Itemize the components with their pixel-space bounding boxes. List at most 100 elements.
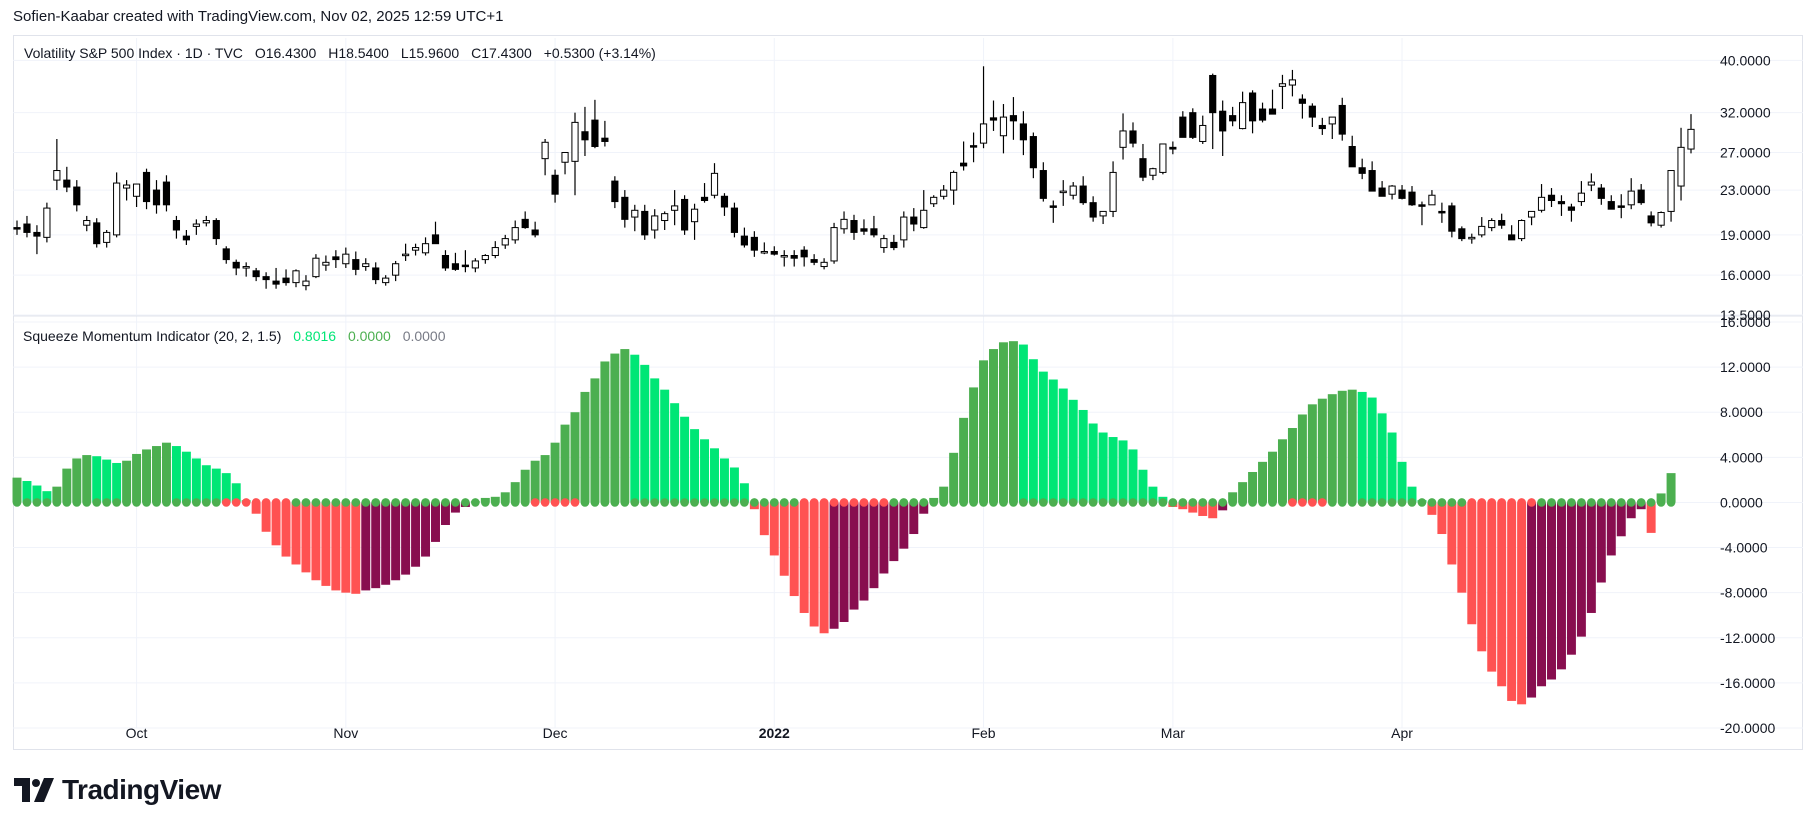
candle-down [1318,124,1326,130]
candle-up [1518,220,1526,240]
squeeze-dot [341,498,351,507]
squeeze-dot [610,498,620,507]
candle-up [1687,128,1695,150]
momentum-bar [1387,432,1397,503]
symbol-label[interactable]: Volatility S&P 500 Index · 1D · TVC [24,45,243,61]
momentum-bar [92,456,102,503]
candle-down [1637,189,1645,204]
momentum-bar [1547,502,1556,680]
squeeze-dot [441,498,450,507]
momentum-bar [1437,502,1447,535]
squeeze-dot [630,498,640,507]
momentum-bar [1138,469,1148,503]
momentum-bar [122,460,132,503]
momentum-bar [261,502,271,532]
squeeze-dot [510,498,520,507]
squeeze-dot [1108,498,1118,507]
squeeze-dot [1258,498,1267,507]
tradingview-logo-icon [14,778,54,802]
candle-up [950,171,958,191]
indicator-name[interactable]: Squeeze Momentum Indicator (20, 2, 1.5) [23,328,282,344]
squeeze-dot [919,498,929,507]
squeeze-dot [1278,498,1287,507]
squeeze-dot [42,498,52,507]
momentum-bar [640,364,650,503]
momentum-bar [710,448,719,503]
squeeze-dot [779,498,789,507]
indicator-axis-label: 16.0000 [1720,314,1771,330]
momentum-bar [1507,502,1517,701]
squeeze-dot [1208,498,1218,507]
squeeze-dot [1457,498,1467,507]
squeeze-dot [1268,498,1277,507]
candle-up [53,170,61,181]
momentum-bar [1088,423,1098,503]
momentum-bar [1616,502,1626,537]
candle-down [521,218,529,229]
candle-up [1149,168,1157,176]
price-axis-label: 32.0000 [1720,105,1771,121]
squeeze-dot [1128,498,1138,507]
momentum-bar [281,502,291,557]
candle-up [840,218,848,230]
candle-up [43,207,51,238]
squeeze-dot [301,498,311,507]
candle-down [1647,215,1655,224]
momentum-bar [989,349,998,503]
squeeze-dot [1337,498,1347,507]
momentum-bar [1576,502,1586,637]
squeeze-dot [371,498,381,507]
squeeze-dot [1048,498,1058,507]
candle-up [940,189,948,197]
price-legend: Volatility S&P 500 Index · 1D · TVC O16.… [24,45,666,61]
momentum-bar [819,502,829,634]
momentum-bar [540,455,550,503]
squeeze-dot [769,498,779,507]
candle-up [930,196,938,205]
squeeze-dot [241,498,251,507]
squeeze-dot [1407,498,1417,507]
squeeze-dot [1467,498,1477,507]
candle-up [710,172,719,196]
candle-up [1627,190,1635,206]
candle-down [282,277,290,284]
momentum-bar [849,502,859,610]
candle-down [989,117,998,121]
momentum-bar [321,502,331,586]
momentum-bar [739,483,749,503]
momentum-bar [1656,493,1666,503]
momentum-bar [22,481,32,503]
candle-down [1368,170,1376,192]
candle-down [1597,187,1605,199]
squeeze-dot [859,498,869,507]
squeeze-dot [1646,498,1656,507]
candle-down [621,196,629,220]
candle-down [212,220,220,240]
momentum-bar [1487,502,1497,672]
candle-up [292,270,300,284]
candle-down [800,249,808,258]
squeeze-dot [1218,498,1227,507]
momentum-bar [1018,344,1028,503]
candle-up [322,261,330,266]
squeeze-dot [1308,498,1317,507]
candle-down [1039,170,1047,199]
momentum-bar [1108,437,1118,503]
candle-up [1109,171,1117,212]
candle-up [1278,83,1287,87]
momentum-bar [969,387,979,503]
momentum-bar [132,453,142,503]
candle-up [760,250,768,254]
candle-down [601,137,609,142]
candle-up [103,231,111,243]
squeeze-dot [1587,498,1596,507]
momentum-bar [421,502,431,557]
tradingview-logo[interactable]: TradingView [14,774,221,806]
candle-up [382,277,390,284]
momentum-bar [919,502,929,514]
candle-up [392,263,400,276]
momentum-bar [1377,413,1387,503]
momentum-bar [1238,482,1248,503]
momentum-bar [899,502,909,549]
